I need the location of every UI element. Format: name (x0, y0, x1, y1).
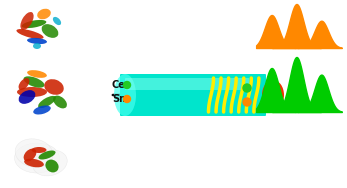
Ellipse shape (38, 96, 56, 108)
Ellipse shape (39, 151, 56, 159)
Ellipse shape (33, 150, 67, 176)
Ellipse shape (17, 87, 47, 97)
Ellipse shape (32, 147, 46, 153)
Ellipse shape (33, 105, 51, 114)
Circle shape (124, 96, 130, 102)
Ellipse shape (15, 143, 59, 173)
Text: Ce: Ce (112, 80, 126, 90)
Ellipse shape (42, 24, 58, 38)
Ellipse shape (114, 74, 136, 116)
Ellipse shape (16, 29, 44, 39)
Ellipse shape (53, 96, 67, 108)
Text: Sm: Sm (112, 94, 129, 104)
Ellipse shape (37, 9, 51, 19)
Ellipse shape (33, 43, 41, 49)
Ellipse shape (15, 139, 53, 167)
Ellipse shape (19, 90, 35, 104)
Ellipse shape (53, 17, 61, 25)
FancyBboxPatch shape (120, 74, 266, 116)
Ellipse shape (27, 70, 47, 78)
Ellipse shape (262, 80, 284, 110)
Ellipse shape (27, 38, 47, 44)
Ellipse shape (22, 20, 46, 28)
Ellipse shape (24, 149, 36, 161)
Ellipse shape (44, 79, 64, 95)
Circle shape (124, 82, 130, 89)
Ellipse shape (20, 12, 34, 30)
Ellipse shape (18, 78, 29, 90)
Ellipse shape (24, 159, 44, 167)
Circle shape (243, 98, 251, 106)
Ellipse shape (45, 160, 59, 172)
Circle shape (243, 84, 251, 92)
Ellipse shape (24, 76, 44, 88)
FancyBboxPatch shape (125, 78, 249, 90)
